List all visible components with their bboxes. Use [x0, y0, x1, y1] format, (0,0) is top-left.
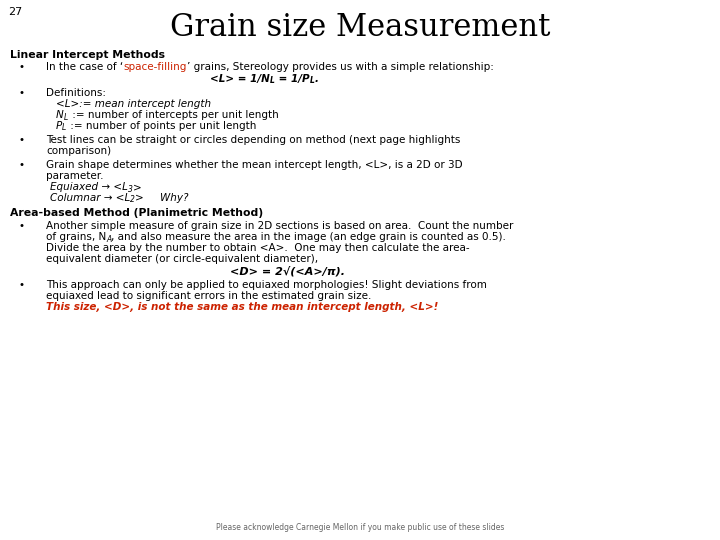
- Text: Equiaxed → <L: Equiaxed → <L: [50, 182, 128, 192]
- Text: <L> = 1/N: <L> = 1/N: [210, 74, 270, 84]
- Text: •: •: [18, 135, 24, 145]
- Text: Linear Intercept Methods: Linear Intercept Methods: [10, 50, 165, 60]
- Text: <D> = 2√(<A>/π).: <D> = 2√(<A>/π).: [230, 266, 345, 276]
- Text: Test lines can be straight or circles depending on method (next page highlights: Test lines can be straight or circles de…: [46, 135, 460, 145]
- Text: space-filling: space-filling: [123, 62, 186, 72]
- Text: Please acknowledge Carnegie Mellon if you make public use of these slides: Please acknowledge Carnegie Mellon if yo…: [216, 523, 504, 532]
- Text: of grains, N: of grains, N: [46, 232, 107, 242]
- Text: •: •: [18, 160, 24, 170]
- Text: equivalent diameter (or circle-equivalent diameter),: equivalent diameter (or circle-equivalen…: [46, 254, 318, 264]
- Text: L: L: [64, 112, 68, 122]
- Text: Area-based Method (Planimetric Method): Area-based Method (Planimetric Method): [10, 208, 263, 218]
- Text: , and also measure the area in the image (an edge grain is counted as 0.5).: , and also measure the area in the image…: [112, 232, 506, 242]
- Text: •: •: [18, 280, 24, 290]
- Text: A: A: [107, 234, 112, 244]
- Text: 27: 27: [8, 7, 22, 17]
- Text: Columnar → <L: Columnar → <L: [50, 193, 130, 203]
- Text: •: •: [18, 62, 24, 72]
- Text: equiaxed lead to significant errors in the estimated grain size.: equiaxed lead to significant errors in t…: [46, 291, 372, 301]
- Text: L: L: [62, 124, 66, 132]
- Text: 2: 2: [130, 195, 135, 205]
- Text: comparison): comparison): [46, 146, 111, 156]
- Text: >: >: [133, 182, 142, 192]
- Text: 3: 3: [128, 185, 132, 193]
- Text: L: L: [270, 76, 274, 85]
- Text: This approach can only be applied to equiaxed morphologies! Slight deviations fr: This approach can only be applied to equ…: [46, 280, 487, 290]
- Text: L: L: [310, 76, 314, 85]
- Text: Definitions:: Definitions:: [46, 88, 106, 98]
- Text: Divide the area by the number to obtain <A>.  One may then calculate the area-: Divide the area by the number to obtain …: [46, 243, 469, 253]
- Text: := number of points per unit length: := number of points per unit length: [67, 121, 256, 131]
- Text: >     Why?: > Why?: [135, 193, 189, 203]
- Text: <L>:= mean intercept length: <L>:= mean intercept length: [56, 99, 211, 109]
- Text: In the case of ‘: In the case of ‘: [46, 62, 123, 72]
- Text: •: •: [18, 88, 24, 98]
- Text: •: •: [18, 221, 24, 231]
- Text: parameter.: parameter.: [46, 171, 104, 181]
- Text: Grain size Measurement: Grain size Measurement: [170, 12, 550, 43]
- Text: ’ grains, Stereology provides us with a simple relationship:: ’ grains, Stereology provides us with a …: [186, 62, 493, 72]
- Text: This size, <D>, is not the same as the mean intercept length, <L>!: This size, <D>, is not the same as the m…: [46, 302, 438, 312]
- Text: := number of intercepts per unit length: := number of intercepts per unit length: [68, 110, 279, 120]
- Text: Another simple measure of grain size in 2D sections is based on area.  Count the: Another simple measure of grain size in …: [46, 221, 513, 231]
- Text: P: P: [56, 121, 62, 131]
- Text: N: N: [56, 110, 64, 120]
- Text: = 1/P: = 1/P: [275, 74, 310, 84]
- Text: Grain shape determines whether the mean intercept length, <L>, is a 2D or 3D: Grain shape determines whether the mean …: [46, 160, 463, 170]
- Text: .: .: [315, 74, 318, 84]
